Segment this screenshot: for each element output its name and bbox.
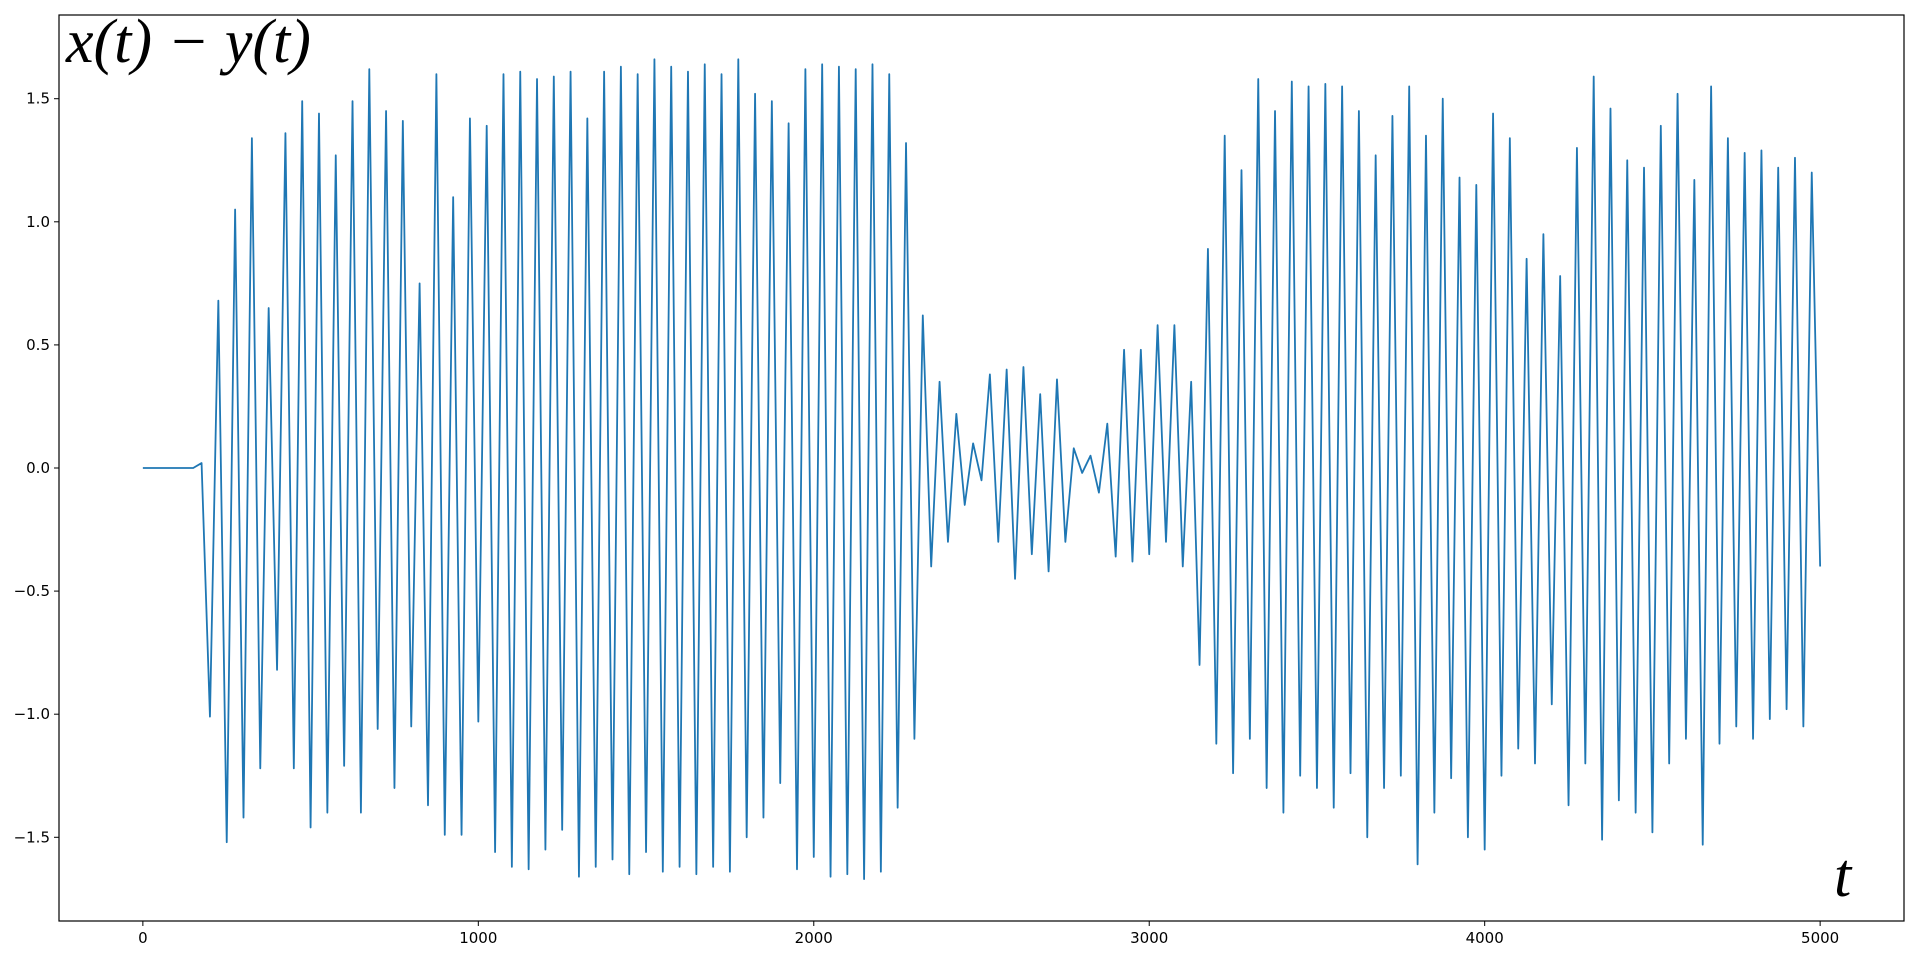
y-tick-label: −0.5 bbox=[14, 582, 50, 600]
x-tick-label: 1000 bbox=[459, 929, 497, 947]
data-line bbox=[142, 58, 1822, 881]
y-tick-label: −1.0 bbox=[14, 705, 50, 723]
y-tick-label: 1.0 bbox=[26, 213, 50, 231]
x-axis-label: t bbox=[1834, 842, 1853, 910]
x-tick-label: 0 bbox=[138, 929, 148, 947]
y-tick-label: 0.0 bbox=[26, 459, 50, 477]
annotation: x(t) − y(t) bbox=[65, 8, 311, 76]
y-tick-label: 0.5 bbox=[26, 336, 50, 354]
x-tick-label: 3000 bbox=[1130, 929, 1168, 947]
plot-frame bbox=[58, 14, 1905, 922]
x-tick-label: 5000 bbox=[1801, 929, 1839, 947]
x-tick-label: 2000 bbox=[795, 929, 833, 947]
y-tick-label: 1.5 bbox=[26, 90, 50, 108]
x-tick-label: 4000 bbox=[1466, 929, 1504, 947]
y-tick-label: −1.5 bbox=[14, 828, 50, 846]
